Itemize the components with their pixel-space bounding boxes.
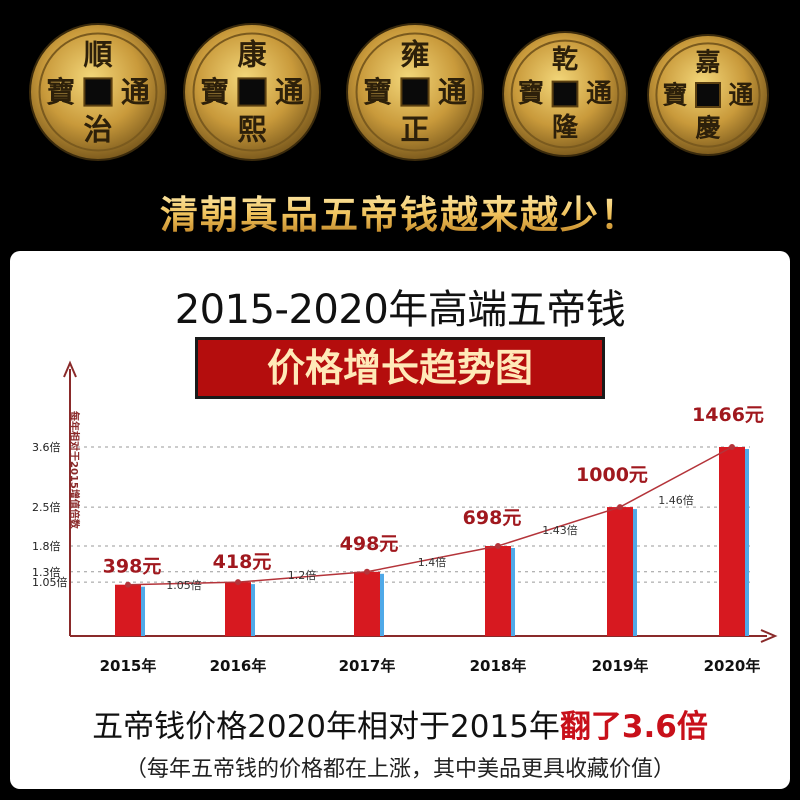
bar bbox=[354, 571, 380, 636]
coin-2-char-left: 寶 bbox=[200, 75, 229, 109]
coin-4-char-right: 通 bbox=[586, 79, 612, 109]
summary-emphasis: 翻了3.6倍 bbox=[559, 709, 708, 745]
value-label: 1466元 bbox=[692, 404, 764, 426]
coin-1-char-right: 通 bbox=[121, 75, 150, 109]
coin-3-char-bottom: 正 bbox=[400, 112, 429, 146]
value-label: 698元 bbox=[463, 507, 522, 529]
chart-title: 2015-2020年高端五帝钱 bbox=[174, 287, 626, 333]
y-tick-label: 3.6倍 bbox=[32, 440, 61, 454]
growth-label: 1.46倍 bbox=[658, 493, 694, 507]
value-label: 418元 bbox=[213, 551, 272, 573]
coin-3-char-right: 通 bbox=[438, 75, 467, 109]
value-label: 1000元 bbox=[576, 464, 648, 486]
bar bbox=[607, 507, 633, 636]
y-tick-label: 1.3倍 bbox=[32, 565, 61, 579]
coin-1-char-left: 寶 bbox=[46, 75, 75, 109]
bar bbox=[719, 447, 745, 636]
growth-label: 1.4倍 bbox=[418, 555, 447, 569]
trend-point bbox=[495, 543, 501, 550]
chart-subtitle-box: 价格增长趋势图 bbox=[195, 337, 605, 399]
y-tick-label: 1.05倍 bbox=[32, 575, 68, 589]
x-axis-arrow bbox=[760, 629, 778, 643]
bar bbox=[225, 582, 251, 636]
growth-label: 1.2倍 bbox=[288, 568, 317, 582]
chart-subtitle: 价格增长趋势图 bbox=[266, 346, 533, 390]
y-tick-label: 2.5倍 bbox=[32, 500, 61, 514]
trend-line bbox=[127, 446, 733, 586]
trend-point bbox=[617, 504, 623, 511]
y-tick-label: 1.8倍 bbox=[32, 539, 61, 553]
x-tick-label: 2017年 bbox=[339, 657, 396, 675]
headline: 清朝真品五帝钱越来越少！ bbox=[0, 184, 800, 239]
value-label: 498元 bbox=[340, 533, 399, 555]
coin-5-char-top: 嘉 bbox=[695, 48, 720, 77]
coin-2-char-top: 康 bbox=[237, 38, 267, 72]
x-tick-label: 2016年 bbox=[210, 657, 267, 675]
x-tick-label: 2019年 bbox=[592, 657, 649, 675]
bar bbox=[485, 546, 511, 636]
bar bbox=[115, 584, 141, 636]
coin-5-char-right: 通 bbox=[728, 81, 753, 110]
coin-4-char-left: 寶 bbox=[518, 78, 544, 109]
coin-5-char-left: 寶 bbox=[662, 81, 687, 110]
chart-panel: 1.05倍 1.3倍 1.8倍 2.5倍 3.6倍 每年相对于2015增值倍数 2015年 2… bbox=[10, 251, 790, 789]
trend-point bbox=[125, 581, 131, 588]
coin-2-char-bottom: 熙 bbox=[237, 112, 266, 146]
x-tick-label: 2018年 bbox=[470, 657, 527, 675]
coin-4-char-top: 乾 bbox=[552, 45, 578, 75]
footnote: （每年五帝钱的价格都在上涨，其中美品更具收藏价值） bbox=[124, 757, 675, 782]
x-tick-label: 2020年 bbox=[704, 657, 761, 675]
coin-3-char-left: 寶 bbox=[363, 75, 392, 109]
coin-3-char-top: 雍 bbox=[400, 38, 429, 72]
growth-label: 1.43倍 bbox=[542, 523, 578, 537]
growth-label: 1.05倍 bbox=[166, 578, 202, 592]
summary-prefix: 五帝钱价格2020年相对于2015年 bbox=[92, 709, 560, 745]
summary-line: 五帝钱价格2020年相对于2015年翻了3.6倍 bbox=[10, 701, 790, 746]
trend-point bbox=[235, 579, 241, 586]
y-axis-label: 每年相对于2015增值倍数 bbox=[68, 411, 81, 530]
x-tick-label: 2015年 bbox=[100, 657, 157, 675]
coin-1-char-bottom: 治 bbox=[83, 112, 112, 146]
coin-1-char-top: 順 bbox=[83, 38, 113, 72]
trend-point bbox=[729, 444, 735, 450]
coin-2-char-right: 通 bbox=[275, 75, 304, 109]
trend-point bbox=[364, 568, 370, 575]
y-axis-arrow bbox=[63, 360, 77, 378]
coin-4-char-bottom: 隆 bbox=[552, 113, 579, 143]
value-label: 398元 bbox=[103, 556, 162, 578]
coin-5-char-bottom: 慶 bbox=[695, 114, 720, 143]
